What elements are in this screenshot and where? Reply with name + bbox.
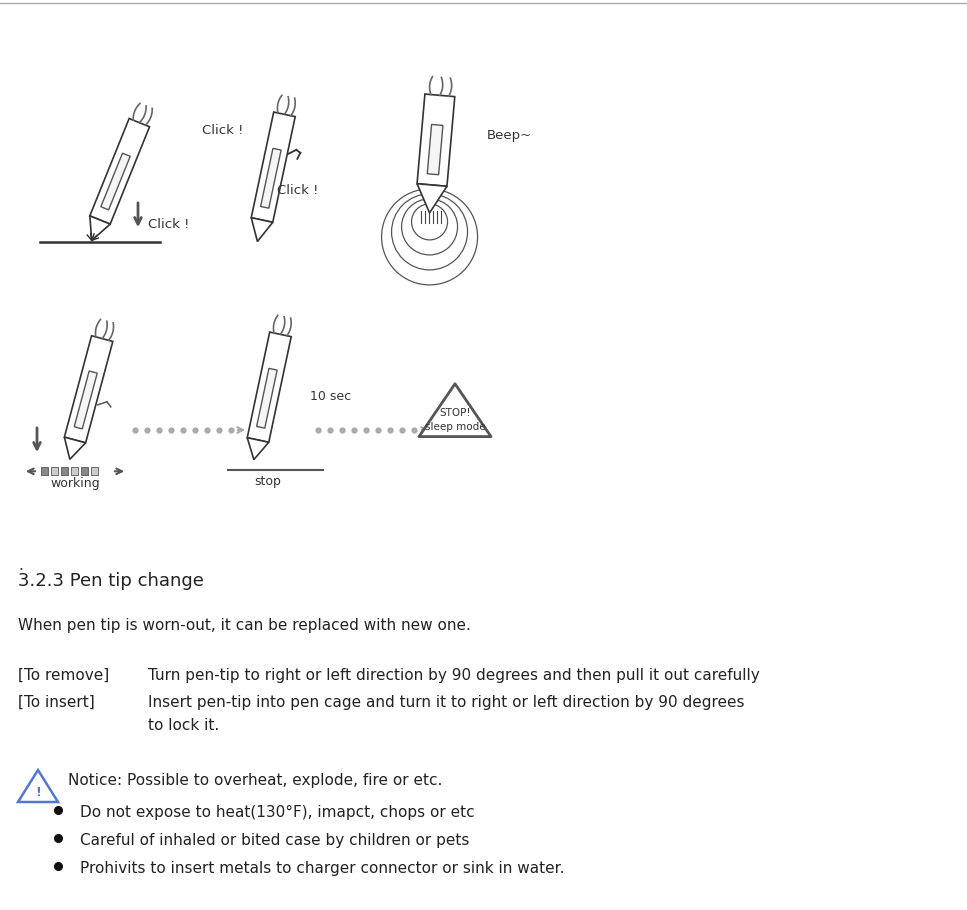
- Polygon shape: [65, 437, 86, 460]
- Text: Beep~: Beep~: [487, 128, 532, 141]
- Text: Click !: Click !: [148, 218, 190, 231]
- Bar: [81, 468, 88, 475]
- Polygon shape: [419, 384, 491, 437]
- Text: Do not expose to heat(130°F), imapct, chops or etc: Do not expose to heat(130°F), imapct, ch…: [80, 805, 475, 820]
- Polygon shape: [90, 216, 110, 240]
- Text: stop: stop: [254, 474, 281, 488]
- Polygon shape: [74, 371, 98, 429]
- Polygon shape: [248, 438, 269, 460]
- Polygon shape: [417, 184, 447, 213]
- Text: to lock it.: to lock it.: [148, 718, 220, 733]
- Text: !: !: [35, 785, 41, 798]
- Text: Click !: Click !: [277, 184, 318, 197]
- Polygon shape: [417, 94, 454, 187]
- Polygon shape: [65, 336, 113, 443]
- Polygon shape: [248, 332, 291, 442]
- Bar: [41, 468, 48, 475]
- Polygon shape: [90, 118, 150, 224]
- Text: Prohivits to insert metals to charger connector or sink in water.: Prohivits to insert metals to charger co…: [80, 861, 565, 876]
- Polygon shape: [101, 153, 131, 210]
- Text: working: working: [50, 478, 100, 490]
- Polygon shape: [260, 148, 281, 208]
- Text: [To insert]: [To insert]: [18, 695, 95, 710]
- Text: [To remove]: [To remove]: [18, 668, 109, 683]
- Text: 10 sec: 10 sec: [310, 390, 351, 403]
- Bar: [51, 468, 58, 475]
- Polygon shape: [427, 125, 443, 175]
- Text: 3.2.3 Pen tip change: 3.2.3 Pen tip change: [18, 572, 204, 590]
- Text: Click !: Click !: [202, 124, 244, 136]
- Text: Insert pen-tip into pen cage and turn it to right or left direction by 90 degree: Insert pen-tip into pen cage and turn it…: [148, 695, 745, 710]
- Text: When pen tip is worn-out, it can be replaced with new one.: When pen tip is worn-out, it can be repl…: [18, 618, 471, 633]
- Bar: [61, 468, 68, 475]
- Text: .: .: [18, 558, 23, 573]
- Polygon shape: [18, 770, 58, 802]
- Text: STOP!
sleep mode: STOP! sleep mode: [425, 409, 485, 431]
- Polygon shape: [251, 112, 295, 222]
- Polygon shape: [251, 217, 273, 241]
- Bar: [71, 468, 78, 475]
- Text: Turn pen-tip to right or left direction by 90 degrees and then pull it out caref: Turn pen-tip to right or left direction …: [148, 668, 760, 683]
- Text: Notice: Possible to overheat, explode, fire or etc.: Notice: Possible to overheat, explode, f…: [68, 773, 442, 788]
- Text: Careful of inhaled or bited case by children or pets: Careful of inhaled or bited case by chil…: [80, 833, 469, 848]
- Bar: [91, 468, 98, 475]
- Polygon shape: [256, 369, 278, 429]
